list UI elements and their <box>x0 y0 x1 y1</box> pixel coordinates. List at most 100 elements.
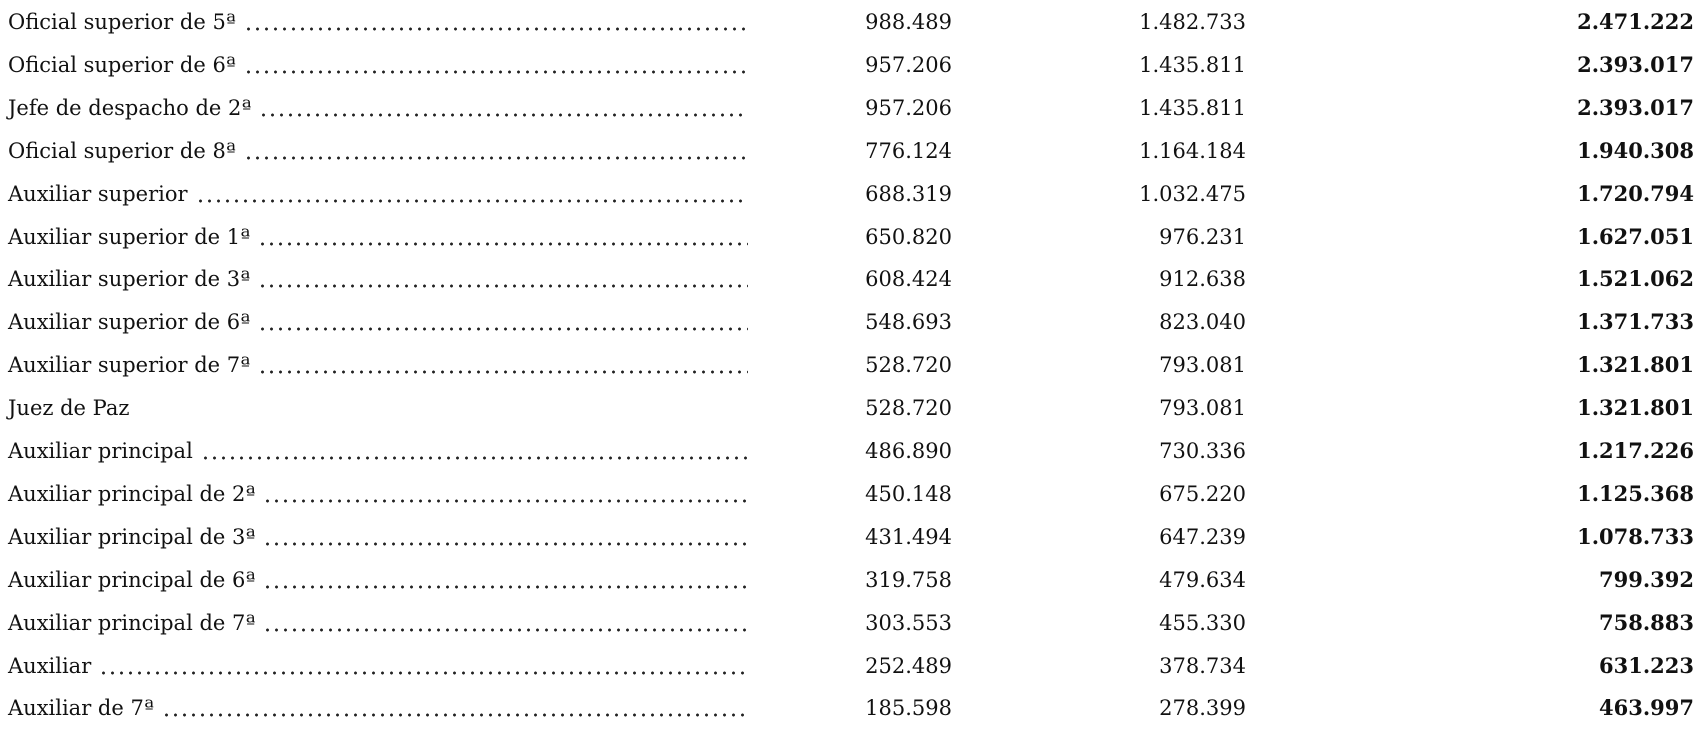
row-label-text: Oficial superior de 8ª <box>8 138 236 163</box>
value-col-2: 278.399 <box>1159 696 1246 721</box>
row-label-text: Auxiliar principal <box>8 439 193 463</box>
dot-leader <box>263 498 748 503</box>
row-label-text: Jefe de despacho de 2ª <box>8 95 252 120</box>
dot-leader <box>243 69 748 74</box>
value-col-3: 1.078.733 <box>1577 523 1694 549</box>
row-label-text: Oficial superior de 5ª <box>8 10 236 34</box>
table-row: Auxiliar principal de 7ª 303.553 455.330 75… <box>0 603 1705 643</box>
dot-leader <box>161 713 748 718</box>
value-col-1: 431.494 <box>865 524 952 549</box>
row-label-text: Oficial superior de 6ª <box>8 52 236 77</box>
row-label: Oficial superior de 8ª <box>8 131 748 171</box>
value-col-1: 319.758 <box>865 567 952 592</box>
value-col-2: 1.435.811 <box>1139 52 1246 77</box>
value-col-1: 252.489 <box>865 653 952 678</box>
value-col-1: 688.319 <box>865 181 952 206</box>
row-label-text: Auxiliar superior de 1ª <box>8 224 251 249</box>
row-label-text: Auxiliar superior de 7ª <box>8 353 251 378</box>
table-row: Auxiliar superior 688.319 1.032.475 1.720.7… <box>0 174 1705 214</box>
row-label-text: Auxiliar <box>8 653 92 678</box>
row-label: Auxiliar principal de 2ª <box>8 474 748 514</box>
row-label: Jefe de despacho de 2ª <box>8 88 748 128</box>
row-label-text: Auxiliar superior <box>8 181 188 206</box>
value-col-3: 1.940.308 <box>1577 137 1694 163</box>
row-label: Auxiliar superior <box>8 174 748 214</box>
value-col-2: 1.164.184 <box>1139 138 1246 163</box>
value-col-1: 776.124 <box>865 138 952 163</box>
table-row: Auxiliar principal de 3ª 431.494 647.239 1.… <box>0 517 1705 557</box>
table-row: Auxiliar 252.489 378.734 631.223 <box>0 646 1705 686</box>
dot-leader <box>258 284 748 289</box>
table-row: Juez de Paz 528.720 793.081 1.321.801 <box>0 388 1705 428</box>
value-col-1: 957.206 <box>865 95 952 120</box>
value-col-3: 1.521.062 <box>1577 266 1694 292</box>
value-col-2: 793.081 <box>1159 396 1246 421</box>
dot-leader <box>200 456 748 460</box>
value-col-3: 463.997 <box>1599 695 1694 721</box>
row-label: Auxiliar principal de 3ª <box>8 517 748 557</box>
row-label: Oficial superior de 6ª <box>8 45 748 85</box>
table-row: Auxiliar superior de 1ª 650.820 976.231 1.6… <box>0 217 1705 257</box>
value-col-2: 647.239 <box>1159 524 1246 549</box>
row-label-text: Auxiliar superior de 6ª <box>8 310 251 335</box>
dot-leader <box>99 670 748 675</box>
value-col-2: 976.231 <box>1159 224 1246 249</box>
value-col-1: 988.489 <box>865 10 952 34</box>
row-label-text: Auxiliar de 7ª <box>8 696 154 721</box>
value-col-1: 486.890 <box>865 439 952 463</box>
dot-leader <box>259 112 748 117</box>
dot-leader <box>263 584 748 589</box>
value-col-2: 1.482.733 <box>1139 10 1246 34</box>
value-col-2: 1.032.475 <box>1139 181 1246 206</box>
value-col-3: 631.223 <box>1599 652 1694 678</box>
value-col-1: 650.820 <box>865 224 952 249</box>
row-label: Oficial superior de 5ª <box>8 2 748 42</box>
value-col-3: 1.371.733 <box>1577 309 1694 335</box>
table-row: Oficial superior de 8ª 776.124 1.164.184 1.… <box>0 131 1705 171</box>
row-label-text: Auxiliar principal de 6ª <box>8 567 256 592</box>
row-label: Auxiliar principal de 6ª <box>8 560 748 600</box>
row-label: Auxiliar <box>8 646 748 686</box>
value-col-3: 799.392 <box>1599 566 1694 592</box>
table-row: Jefe de despacho de 2ª 957.206 1.435.811 2.… <box>0 88 1705 128</box>
value-col-1: 528.720 <box>865 353 952 378</box>
dot-leader <box>243 155 748 160</box>
row-label: Juez de Paz <box>8 388 748 428</box>
table-row: Auxiliar principal 486.890 730.336 1.217.22… <box>0 431 1705 471</box>
value-col-2: 1.435.811 <box>1139 95 1246 120</box>
value-col-1: 303.553 <box>865 610 952 635</box>
value-col-2: 675.220 <box>1159 481 1246 506</box>
table-row: Auxiliar de 7ª 185.598 278.399 463.997 <box>0 688 1705 728</box>
dot-leader <box>263 541 748 546</box>
dot-leader <box>195 198 748 203</box>
value-col-2: 378.734 <box>1159 653 1246 678</box>
value-col-3: 1.217.226 <box>1577 438 1694 463</box>
row-label: Auxiliar principal de 7ª <box>8 603 748 643</box>
value-col-1: 185.598 <box>865 696 952 721</box>
row-label-text: Auxiliar principal de 2ª <box>8 481 256 506</box>
value-col-2: 793.081 <box>1159 353 1246 378</box>
value-col-3: 758.883 <box>1599 609 1694 635</box>
dot-leader <box>258 327 748 332</box>
value-col-2: 479.634 <box>1159 567 1246 592</box>
row-label: Auxiliar superior de 6ª <box>8 302 748 342</box>
table-row: Auxiliar superior de 3ª 608.424 912.638 1.5… <box>0 259 1705 299</box>
dot-leader <box>243 27 748 31</box>
value-col-1: 608.424 <box>865 267 952 292</box>
table-row: Auxiliar principal de 2ª 450.148 675.220 1.… <box>0 474 1705 514</box>
value-col-2: 455.330 <box>1159 610 1246 635</box>
row-label: Auxiliar superior de 3ª <box>8 259 748 299</box>
value-col-3: 1.321.801 <box>1577 352 1694 378</box>
value-col-2: 730.336 <box>1159 439 1246 463</box>
table-row: Oficial superior de 6ª 957.206 1.435.811 2.… <box>0 45 1705 85</box>
value-col-2: 912.638 <box>1159 267 1246 292</box>
row-label-text: Juez de Paz <box>8 396 130 421</box>
value-col-3: 1.125.368 <box>1577 480 1694 506</box>
value-col-1: 957.206 <box>865 52 952 77</box>
row-label: Auxiliar principal <box>8 431 748 471</box>
value-col-3: 2.393.017 <box>1577 94 1694 120</box>
value-col-3: 1.720.794 <box>1577 180 1694 206</box>
value-col-3: 1.627.051 <box>1577 223 1694 249</box>
dot-leader <box>263 627 748 632</box>
row-label-text: Auxiliar principal de 7ª <box>8 610 256 635</box>
